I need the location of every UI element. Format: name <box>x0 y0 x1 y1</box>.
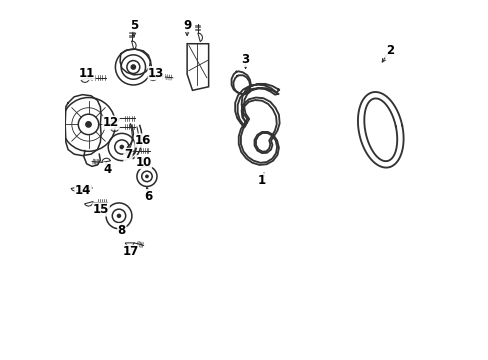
Text: 2: 2 <box>385 44 393 57</box>
Text: 11: 11 <box>79 67 95 80</box>
Circle shape <box>120 145 123 149</box>
Text: 4: 4 <box>103 163 111 176</box>
Text: 17: 17 <box>122 245 138 258</box>
Text: 1: 1 <box>257 174 265 186</box>
Circle shape <box>145 175 148 177</box>
Circle shape <box>85 122 91 127</box>
Text: 8: 8 <box>118 224 126 237</box>
Text: 6: 6 <box>144 190 152 203</box>
Text: 5: 5 <box>130 19 138 32</box>
Text: 10: 10 <box>135 156 151 168</box>
Text: 16: 16 <box>135 134 151 147</box>
Text: 15: 15 <box>93 203 109 216</box>
Text: 12: 12 <box>103 116 119 129</box>
Text: 14: 14 <box>75 184 91 197</box>
Text: 9: 9 <box>183 19 191 32</box>
Text: 13: 13 <box>148 67 164 80</box>
Circle shape <box>131 65 135 69</box>
Circle shape <box>117 214 120 217</box>
Text: 3: 3 <box>241 53 249 66</box>
Text: 7: 7 <box>123 148 132 161</box>
